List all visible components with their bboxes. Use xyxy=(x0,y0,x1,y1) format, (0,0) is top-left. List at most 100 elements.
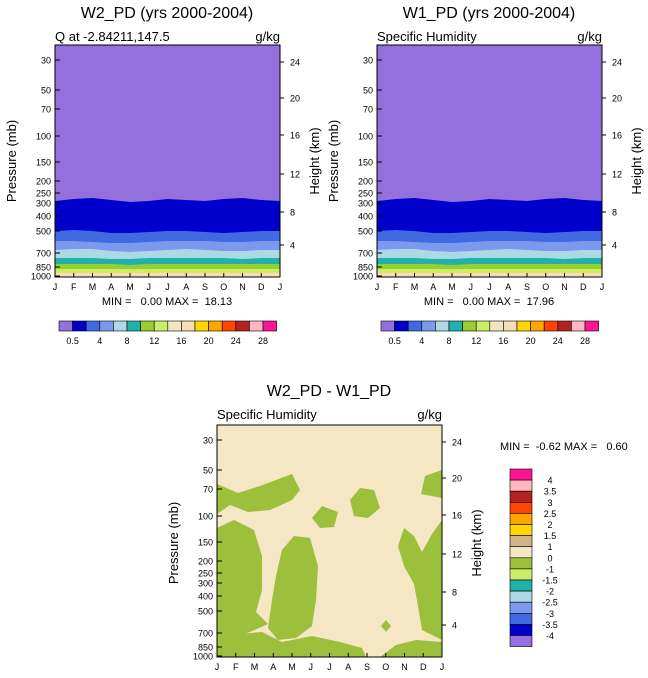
x-tick-label: O xyxy=(220,282,227,292)
x-tick-label: M xyxy=(251,662,259,672)
diff-region-left xyxy=(217,520,268,640)
colorbar-label: 0.5 xyxy=(388,336,401,346)
y-tick-label: 70 xyxy=(41,105,51,115)
y-tick-label: 400 xyxy=(198,592,213,602)
x-tick-label: F xyxy=(233,662,239,672)
colorbar-swatch xyxy=(194,320,209,332)
right-tick-label: 4 xyxy=(290,241,295,251)
y-tick-label: 150 xyxy=(36,158,51,168)
right-tick-label: 20 xyxy=(452,474,462,484)
colorbar-swatch xyxy=(380,320,395,332)
y-tick-label: 200 xyxy=(358,177,373,187)
x-tick-label: D xyxy=(580,282,587,292)
colorbar-swatch xyxy=(571,320,586,332)
colorbar-swatch xyxy=(516,320,531,332)
diff-region-bottom xyxy=(217,632,366,657)
x-tick-label: A xyxy=(430,282,436,292)
colorbar-swatch xyxy=(394,320,409,332)
colorbar-swatch xyxy=(509,579,533,592)
colorbar-label: -2.5 xyxy=(542,598,558,608)
colorbar-label: -3 xyxy=(546,609,554,619)
colorbar-swatch xyxy=(85,320,101,332)
y-tick-label: 250 xyxy=(198,569,213,579)
colorbar-label: 24 xyxy=(231,336,241,346)
y-tick-label: 400 xyxy=(36,212,51,222)
x-tick-label: A xyxy=(345,662,351,672)
colorbar-label: 4 xyxy=(419,336,424,346)
y-tick-label: 30 xyxy=(41,56,51,66)
colorbar-swatch xyxy=(509,513,533,525)
colorbar-label: 28 xyxy=(580,336,590,346)
x-tick-label: M xyxy=(126,282,134,292)
colorbar-swatch xyxy=(509,568,533,581)
x-tick-label: S xyxy=(202,282,208,292)
colorbar-swatch xyxy=(509,624,533,636)
right-tick-label: 8 xyxy=(452,588,457,598)
colorbar-label: 2 xyxy=(547,520,552,530)
x-tick-label: A xyxy=(505,282,511,292)
right-tick-label: 24 xyxy=(452,438,462,448)
y-tick-label: 500 xyxy=(36,227,51,237)
x-tick-label: S xyxy=(364,662,370,672)
panel-1-plot xyxy=(55,45,280,277)
y-tick-label: 30 xyxy=(363,56,373,66)
right-tick-label: 12 xyxy=(290,170,300,180)
x-tick-label: F xyxy=(393,282,399,292)
colorbar-swatch xyxy=(126,320,141,332)
y-tick-label: 70 xyxy=(203,485,213,495)
y-tick-label: 500 xyxy=(198,607,213,617)
colorbar-swatch xyxy=(543,320,559,332)
colorbar-swatch xyxy=(509,546,533,559)
colorbar-swatch xyxy=(113,320,128,332)
x-tick-label: A xyxy=(108,282,114,292)
y-tick-label: 850 xyxy=(358,263,373,273)
panel-1-ylabel-right: Height (km) xyxy=(307,127,322,194)
x-tick-label: J xyxy=(600,282,605,292)
colorbar-swatch xyxy=(557,320,572,332)
y-tick-label: 50 xyxy=(203,466,213,476)
colorbar-label: -1 xyxy=(546,564,554,574)
x-tick-label: J xyxy=(487,282,492,292)
y-tick-label: 1000 xyxy=(31,272,51,282)
colorbar-label: 4 xyxy=(97,336,102,346)
panel-difference: W2_PD - W1_PD Specific Humidity g/kg 305… xyxy=(166,383,628,672)
colorbar-swatch xyxy=(475,320,491,332)
right-tick-label: 16 xyxy=(290,131,300,141)
panel-2-min-max: MIN = 0.00 MAX = 17.96 xyxy=(424,296,554,308)
colorbar-label: 8 xyxy=(446,336,451,346)
panel-3-plot xyxy=(217,425,442,657)
panel-2-ylabel-right: Height (km) xyxy=(629,127,644,194)
right-tick-label: 4 xyxy=(452,621,457,631)
y-tick-label: 700 xyxy=(198,629,213,639)
colorbar-swatch xyxy=(509,612,533,625)
panel-1-title: W2_PD (yrs 2000-2004) xyxy=(81,5,254,22)
y-tick-label: 300 xyxy=(36,199,51,209)
panel-2-plot xyxy=(377,45,602,277)
y-tick-label: 150 xyxy=(198,538,213,548)
right-tick-label: 8 xyxy=(290,208,295,218)
x-tick-label: J xyxy=(309,662,314,672)
colorbar-label: 28 xyxy=(258,336,268,346)
colorbar-swatch xyxy=(509,524,533,536)
colorbar-swatch xyxy=(489,320,504,332)
y-tick-label: 850 xyxy=(36,263,51,273)
colorbar-swatch xyxy=(509,590,533,603)
colorbar-swatch xyxy=(509,490,533,503)
y-tick-label: 200 xyxy=(198,557,213,567)
colorbar-swatch xyxy=(530,320,545,332)
x-tick-label: A xyxy=(270,662,276,672)
colorbar-swatch xyxy=(140,320,155,332)
colorbar-label: 8 xyxy=(124,336,129,346)
panel-3-right-ticks: 24 20 16 12 8 4 xyxy=(442,438,462,631)
colorbar-swatch xyxy=(509,601,533,614)
y-tick-label: 500 xyxy=(358,227,373,237)
colorbar-label: 0.5 xyxy=(66,336,79,346)
panel-3-ylabel-right: Height (km) xyxy=(469,509,484,576)
panel-3-colorbar: 43.532.521.510-1 -1.5-2-2.5-3-3.5-4 xyxy=(509,468,558,647)
colorbar-label: 12 xyxy=(471,336,481,346)
colorbar-label: 1 xyxy=(547,542,552,552)
y-tick-label: 50 xyxy=(363,86,373,96)
